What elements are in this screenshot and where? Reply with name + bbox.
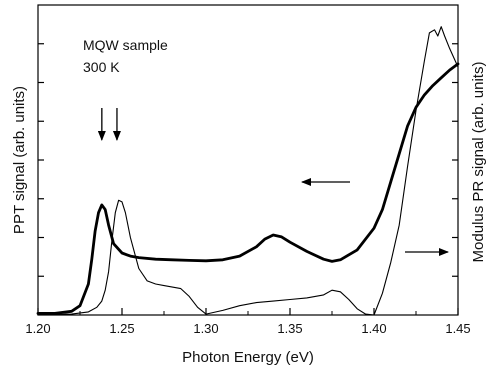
x-tick-label-4: 1.40 [361, 321, 386, 336]
x-tick-label-2: 1.30 [193, 321, 218, 336]
annotation-sample: MQW sample [83, 37, 168, 53]
series-line-thin-1 [37, 26, 459, 316]
series-layer [36, 26, 460, 316]
series-line-thick-0 [36, 62, 460, 315]
annotation-temperature: 300 K [83, 59, 120, 75]
x-tick-label-0: 1.20 [25, 321, 50, 336]
ticks-layer: 1.20 1.25 1.30 1.35 1.40 1.45 [25, 43, 471, 336]
x-tick-label-3: 1.35 [277, 321, 302, 336]
y-axis-title-left: PPT signal (arb. units) [11, 86, 28, 234]
x-axis-title: Photon Energy (eV) [182, 349, 314, 366]
x-tick-label-1: 1.25 [109, 321, 134, 336]
arrows-layer [97, 108, 449, 256]
y-axis-title-right: Modulus PR signal (arb. units) [470, 62, 487, 263]
x-tick-label-5: 1.45 [445, 321, 470, 336]
